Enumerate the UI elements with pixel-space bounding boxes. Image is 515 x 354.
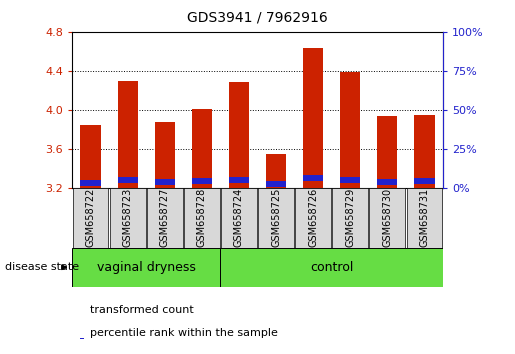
Text: GSM658729: GSM658729 bbox=[345, 188, 355, 247]
Text: control: control bbox=[310, 261, 353, 274]
Bar bbox=[332, 188, 368, 248]
Text: vaginal dryness: vaginal dryness bbox=[97, 261, 196, 274]
Bar bbox=[258, 188, 294, 248]
Bar bbox=[192, 109, 212, 188]
Text: disease state: disease state bbox=[5, 262, 79, 272]
Bar bbox=[117, 81, 138, 188]
Bar bbox=[377, 179, 398, 185]
Bar bbox=[184, 188, 220, 248]
Bar bbox=[340, 177, 360, 183]
Bar bbox=[80, 180, 101, 185]
Text: transformed count: transformed count bbox=[90, 306, 194, 315]
Bar bbox=[80, 125, 101, 188]
Bar bbox=[406, 188, 442, 248]
Text: GSM658725: GSM658725 bbox=[271, 188, 281, 247]
Text: GSM658726: GSM658726 bbox=[308, 188, 318, 247]
Bar bbox=[72, 248, 220, 287]
Bar bbox=[220, 248, 443, 287]
Text: GSM658728: GSM658728 bbox=[197, 188, 207, 247]
Bar bbox=[79, 338, 84, 339]
Bar bbox=[229, 82, 249, 188]
Bar bbox=[414, 178, 435, 184]
Bar bbox=[73, 188, 109, 248]
Bar bbox=[221, 188, 257, 248]
Bar bbox=[154, 179, 175, 185]
Bar bbox=[369, 188, 405, 248]
Text: GSM658727: GSM658727 bbox=[160, 188, 170, 247]
Text: percentile rank within the sample: percentile rank within the sample bbox=[90, 328, 278, 338]
Bar bbox=[266, 181, 286, 187]
Bar bbox=[340, 72, 360, 188]
Bar bbox=[295, 188, 331, 248]
Bar bbox=[110, 188, 146, 248]
Text: GSM658730: GSM658730 bbox=[382, 188, 392, 247]
Bar bbox=[154, 122, 175, 188]
Bar bbox=[117, 177, 138, 183]
Bar bbox=[303, 48, 323, 188]
Bar bbox=[229, 177, 249, 183]
Text: GSM658723: GSM658723 bbox=[123, 188, 133, 247]
Bar bbox=[147, 188, 183, 248]
Bar bbox=[303, 176, 323, 181]
Bar bbox=[377, 115, 398, 188]
Bar bbox=[266, 154, 286, 188]
Text: GSM658722: GSM658722 bbox=[85, 188, 96, 247]
Bar bbox=[414, 115, 435, 188]
Text: GSM658724: GSM658724 bbox=[234, 188, 244, 247]
Bar bbox=[192, 178, 212, 184]
Text: GDS3941 / 7962916: GDS3941 / 7962916 bbox=[187, 11, 328, 25]
Text: GSM658731: GSM658731 bbox=[419, 188, 430, 247]
